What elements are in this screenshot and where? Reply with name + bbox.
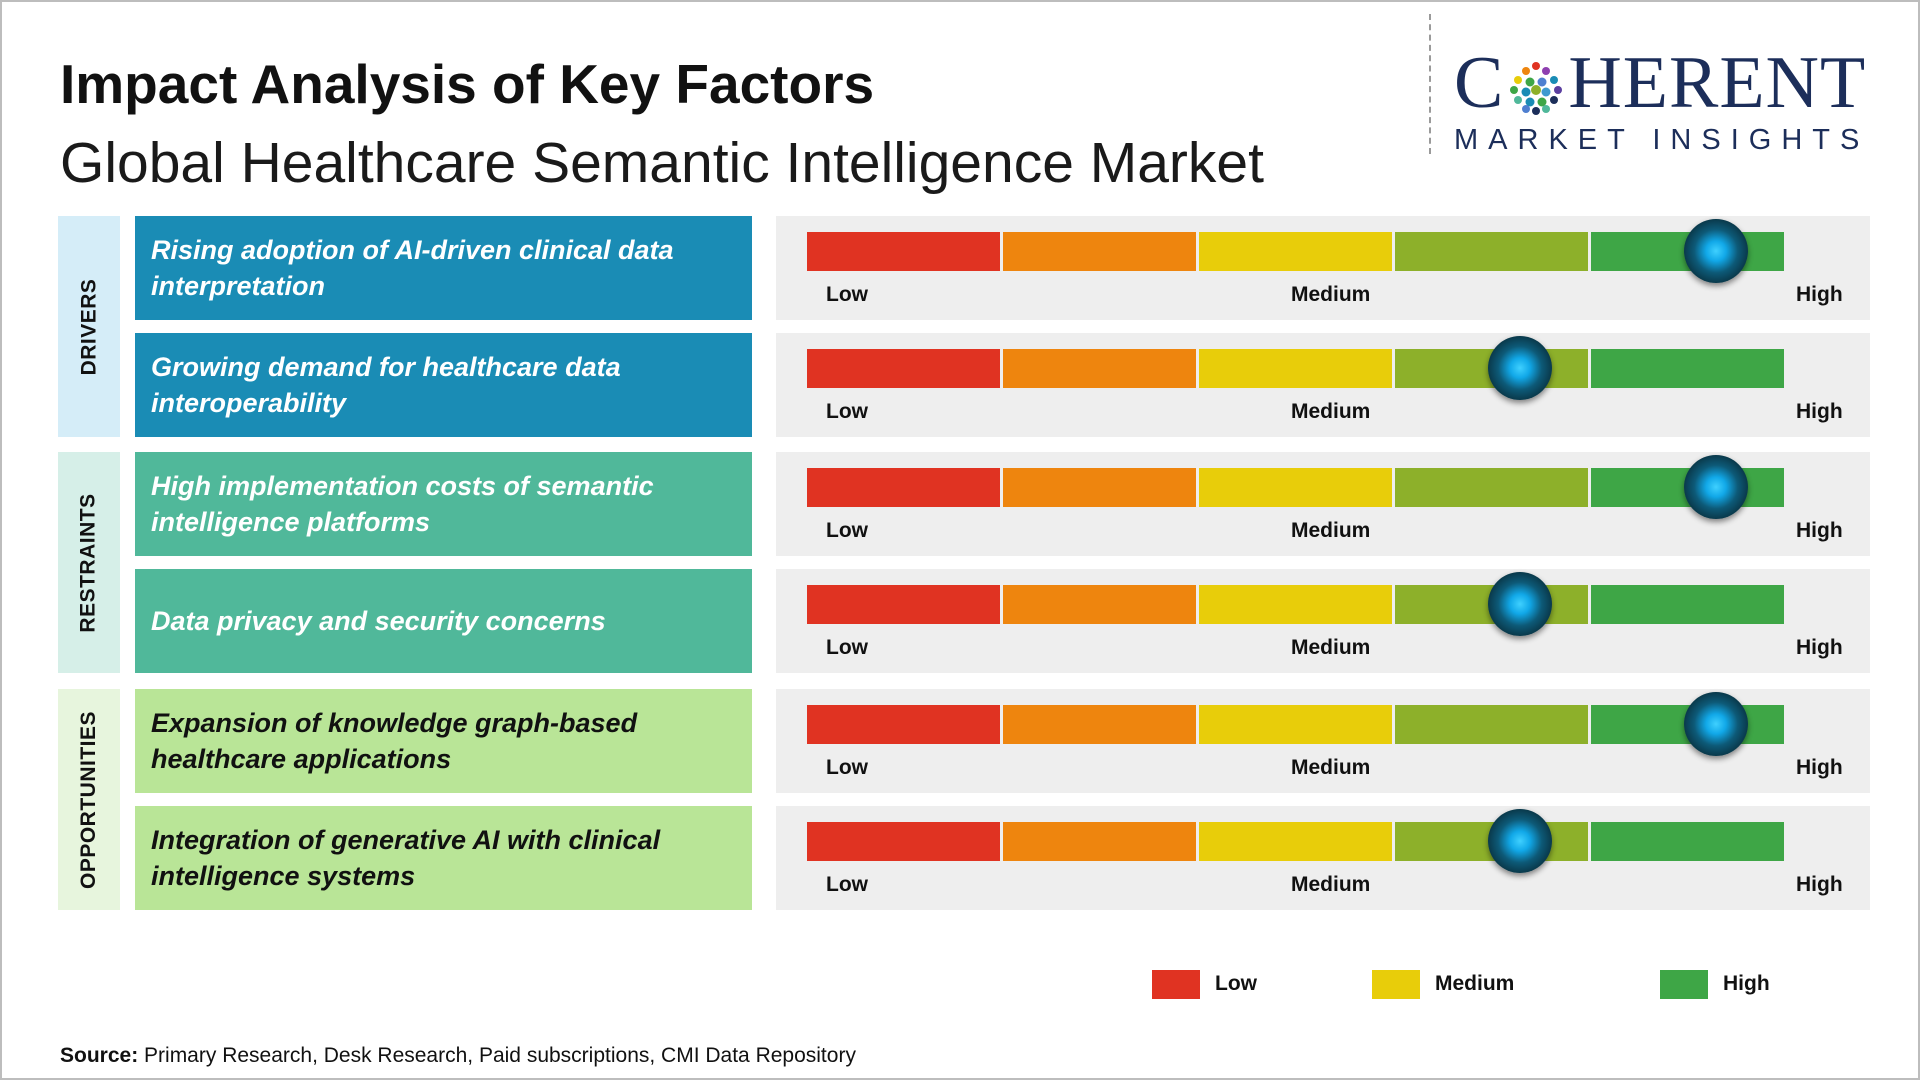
factor-text: Data privacy and security concerns xyxy=(151,606,606,636)
impact-gauge-5: Low Medium High xyxy=(776,689,1870,793)
gauge-segment-high xyxy=(1591,349,1784,388)
gauge-label-high: High xyxy=(1796,636,1843,659)
gauge-indicator-knob xyxy=(1488,336,1553,400)
category-drivers-label: DRIVERS xyxy=(77,278,101,375)
source-label: Source: xyxy=(60,1044,139,1067)
source-note: Source: Primary Research, Desk Research,… xyxy=(60,1044,856,1068)
legend-swatch-low xyxy=(1152,970,1200,999)
gauge-label-medium: Medium xyxy=(1291,756,1371,779)
gauge-segment-medium xyxy=(1199,585,1392,624)
factor-text: Growing demand for healthcare data inter… xyxy=(151,352,621,418)
gauge-label-low: Low xyxy=(826,283,868,306)
gauge-segment-medium xyxy=(1199,822,1392,861)
gauge-segment-high xyxy=(1591,585,1784,624)
source-text: Primary Research, Desk Research, Paid su… xyxy=(138,1044,856,1067)
gauge-segment-low-medium xyxy=(1003,822,1196,861)
gauge-label-medium: Medium xyxy=(1291,873,1371,896)
gauge-bar xyxy=(807,468,1784,507)
gauge-label-medium: Medium xyxy=(1291,400,1371,423)
category-opportunities: OPPORTUNITIES xyxy=(58,689,120,910)
factor-text: High implementation costs of semantic in… xyxy=(151,471,654,537)
gauge-label-high: High xyxy=(1796,283,1843,306)
gauge-segment-medium xyxy=(1199,232,1392,271)
logo-letters-herent: HERENT xyxy=(1568,42,1867,124)
gauge-label-low: Low xyxy=(826,519,868,542)
gauge-label-high: High xyxy=(1796,756,1843,779)
gauge-segment-high xyxy=(1591,822,1784,861)
gauge-segment-medium xyxy=(1199,468,1392,507)
factor-text: Expansion of knowledge graph-based healt… xyxy=(151,708,638,774)
factor-box-3: High implementation costs of semantic in… xyxy=(135,452,752,556)
gauge-label-high: High xyxy=(1796,873,1843,896)
legend-label-medium: Medium xyxy=(1435,972,1515,995)
legend-swatch-high xyxy=(1660,970,1708,999)
gauge-label-low: Low xyxy=(826,400,868,423)
impact-gauge-4: Low Medium High xyxy=(776,569,1870,673)
factor-box-2: Growing demand for healthcare data inter… xyxy=(135,333,752,437)
gauge-segment-low xyxy=(807,232,1000,271)
gauge-segment-low xyxy=(807,468,1000,507)
gauge-indicator-knob xyxy=(1683,219,1748,283)
gauge-label-low: Low xyxy=(826,636,868,659)
gauge-segment-medium xyxy=(1199,349,1392,388)
gauge-bar xyxy=(807,349,1784,388)
gauge-segment-low xyxy=(807,585,1000,624)
logo-tagline: MARKET INSIGHTS xyxy=(1454,124,1870,156)
category-restraints-label: RESTRAINTS xyxy=(77,492,100,633)
gauge-label-medium: Medium xyxy=(1291,519,1371,542)
factor-box-1: Rising adoption of AI-driven clinical da… xyxy=(135,216,752,320)
gauge-segment-low xyxy=(807,705,1000,744)
gauge-segment-low-medium xyxy=(1003,232,1196,271)
page-title: Impact Analysis of Key Factors xyxy=(60,53,875,115)
factor-box-6: Integration of generative AI with clinic… xyxy=(135,806,752,910)
factor-box-4: Data privacy and security concerns xyxy=(135,569,752,673)
category-restraints: RESTRAINTS xyxy=(58,452,120,673)
gauge-segment-low-medium xyxy=(1003,705,1196,744)
gauge-label-low: Low xyxy=(826,873,868,896)
gauge-bar xyxy=(807,232,1784,271)
gauge-indicator-knob xyxy=(1488,809,1553,873)
gauge-segment-medium-high xyxy=(1395,468,1588,507)
impact-gauge-6: Low Medium High xyxy=(776,806,1870,910)
gauge-segment-low-medium xyxy=(1003,468,1196,507)
gauge-indicator-knob xyxy=(1683,455,1748,519)
gauge-label-high: High xyxy=(1796,519,1843,542)
gauge-indicator-knob xyxy=(1683,692,1748,756)
factor-box-5: Expansion of knowledge graph-based healt… xyxy=(135,689,752,793)
logo-dot-globe-icon xyxy=(1508,55,1564,115)
category-drivers: DRIVERS xyxy=(58,216,120,437)
logo-wordmark: C xyxy=(1454,46,1894,120)
gauge-segment-medium xyxy=(1199,705,1392,744)
impact-gauge-1: Low Medium High xyxy=(776,216,1870,320)
gauge-segment-medium-high xyxy=(1395,232,1588,271)
gauge-segment-low xyxy=(807,349,1000,388)
coherent-market-insights-logo: C xyxy=(1454,46,1894,156)
gauge-label-medium: Medium xyxy=(1291,636,1371,659)
gauge-label-low: Low xyxy=(826,756,868,779)
gauge-segment-low xyxy=(807,822,1000,861)
gauge-segment-low-medium xyxy=(1003,585,1196,624)
legend-swatch-medium xyxy=(1372,970,1420,999)
gauge-bar xyxy=(807,585,1784,624)
gauge-bar xyxy=(807,822,1784,861)
gauge-segment-medium-high xyxy=(1395,705,1588,744)
gauge-label-high: High xyxy=(1796,400,1843,423)
category-opportunities-label: OPPORTUNITIES xyxy=(77,710,100,889)
gauge-indicator-knob xyxy=(1488,572,1553,636)
logo-letter-c: C xyxy=(1454,42,1505,124)
logo-divider xyxy=(1429,14,1431,154)
page-subtitle: Global Healthcare Semantic Intelligence … xyxy=(60,131,1264,195)
impact-gauge-2: Low Medium High xyxy=(776,333,1870,437)
gauge-label-medium: Medium xyxy=(1291,283,1371,306)
gauge-bar xyxy=(807,705,1784,744)
gauge-segment-low-medium xyxy=(1003,349,1196,388)
legend-label-low: Low xyxy=(1215,972,1257,995)
impact-gauge-3: Low Medium High xyxy=(776,452,1870,556)
factor-text: Rising adoption of AI-driven clinical da… xyxy=(151,235,674,301)
factor-text: Integration of generative AI with clinic… xyxy=(151,825,661,891)
legend-label-high: High xyxy=(1723,972,1770,995)
